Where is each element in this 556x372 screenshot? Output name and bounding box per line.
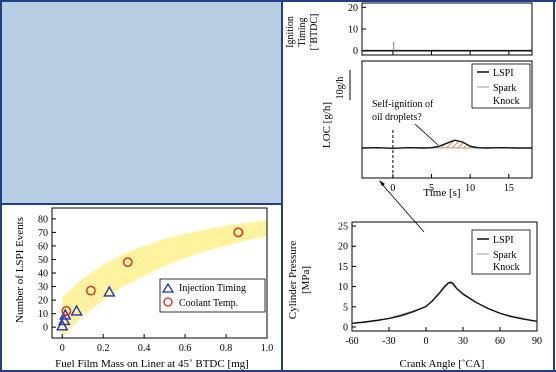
lspi-y-axis-label: Number of LSPI Events [14,217,26,323]
plot-frame [361,60,533,179]
trend-band [62,220,267,338]
y-tick-label: 0 [43,323,48,334]
injection-timing-point [58,313,71,326]
x-tick-label: -60 [345,336,358,347]
x-tick-label: 60 [495,336,505,347]
trend-band-shape [62,220,267,338]
plot-frame [361,2,533,56]
x-tick-label: 0.6 [179,343,192,354]
lspi-legend: Injection Timing Coolant Temp. [159,278,266,313]
circle-marker-icon [163,297,173,307]
y-tick-label: 60 [38,241,48,252]
annotation-line1: Self-ignition of [372,99,434,110]
spark-knock-line [351,282,538,324]
y-tick-label: 10 [38,309,48,320]
legend-spark-label-1: Spark [493,83,516,94]
x-tick-label: 90 [532,336,542,347]
loc-legend: LSPI Spark Knock [471,63,531,109]
x-tick-label: 30 [458,336,468,347]
cp-lines [351,281,538,325]
legend-box [159,278,266,313]
y-tick-label: 30 [38,282,48,293]
zoom-arrow-line [380,182,425,233]
annotation-leader [414,123,439,146]
x-tick-label: 0.4 [138,343,151,354]
coolant-temp-point [122,257,133,268]
legend-spark-label-1: Spark [493,250,516,261]
legend-box [471,229,531,275]
y-tick-label: 80 [38,214,48,225]
lspi-axes: 0 10 20 30 40 50 60 70 80 0 0.2 0.4 0.6 0.8 1.0 [38,207,274,354]
coolant-temp-point [86,285,96,296]
y-tick-label: 10 [338,282,348,293]
cp-legend: LSPI Spark Knock [471,229,531,275]
y-tick-label: 15 [338,262,348,273]
y-tick-label: 0 [343,322,348,333]
triangle-marker-icon [161,282,175,293]
hatch-fill [431,140,478,148]
x-tick-label: 0.8 [220,343,233,354]
x-tick-label: 5 [429,183,434,194]
lspi-line [351,281,538,325]
cp-axes: 0 5 10 15 20 25 -60 -30 0 30 60 90 [338,221,542,347]
x-tick-label: 1.0 [261,343,274,354]
x-tick-label: -30 [382,336,395,347]
zoom-arrow [379,180,425,233]
legend-injection-timing: Injection Timing [179,283,246,294]
scalebar-label: 10g/h [335,77,346,100]
ignition-y-label-line1: Ignition [285,16,296,48]
x-tick-label: 10 [465,183,475,194]
y-tick-label: 20 [348,3,358,14]
annotation-line2: oil droplets? [372,112,422,123]
loc-axes: 0 5 10 15 [361,60,533,194]
y-tick-label: 10 [348,25,358,36]
lspi-data-points [56,227,244,331]
blue-panel [0,0,282,204]
ignition-timing-chart: 0 10 20 Ignition Timing [˚BTDC] [285,2,533,57]
x-tick-label: 0 [390,183,395,194]
ignition-axes: 0 10 20 [348,2,533,57]
loc-scalebar: 10g/h [335,70,351,100]
x-tick-label: 0.2 [97,343,110,354]
plot-frame [351,221,538,332]
y-tick-label: 0 [353,46,358,57]
y-tick-label: 20 [338,242,348,253]
ignition-y-label-line3: [˚BTDC] [309,14,320,51]
loc-x-axis-label: Time [s] [423,187,460,199]
legend-spark-label-2: Knock [493,96,520,107]
loc-lines [361,139,533,150]
coolant-temp-point [233,227,244,238]
cp-y-label-line2: [MPa] [300,266,312,294]
ignition-y-label: Ignition Timing [˚BTDC] [285,14,320,51]
y-tick-label: 50 [38,255,48,266]
x-tick-label: 0 [60,343,65,354]
cp-y-label-line1: Cylinder Pressure [287,241,299,320]
loc-hatch-area [431,140,478,148]
y-tick-label: 70 [38,228,48,239]
legend-lspi-label: LSPI [493,68,514,79]
lspi-x-axis-label: Fuel Film Mass on Liner at 45˚ BTDC [mg] [55,358,249,370]
injection-timing-point [56,319,69,331]
injection-timing-point [103,285,116,297]
loc-chart: 0 5 10 15 10g/h LOC [g/h] Self-ignition of … [321,60,533,199]
loc-y-axis-label: LOC [g/h] [321,102,333,148]
legend-lspi-label: LSPI [493,235,514,246]
legend-spark-label-2: Knock [493,262,520,273]
y-tick-label: 25 [338,222,348,233]
coolant-temp-point [61,306,72,316]
x-tick-label: 15 [504,183,514,194]
y-tick-label: 40 [38,269,48,280]
x-tick-label: 0 [424,336,429,347]
y-tick-label: 5 [343,302,348,313]
y-tick-label: 20 [38,296,48,307]
arrowhead-icon [379,180,385,186]
injection-timing-point [70,304,83,316]
lspi-line [361,139,532,150]
cylinder-pressure-chart: 0 5 10 15 20 25 -60 -30 0 30 60 90 Cylinder Pressur… [287,221,542,370]
lspi-scatter-chart: 0 10 20 30 40 50 60 70 80 0 0.2 0.4 0.6 0.8 1.0 Inject… [14,207,274,370]
legend-coolant-temp: Coolant Temp. [179,298,238,309]
cp-x-axis-label: Crank Angle [˚CA] [400,358,485,370]
ignition-y-label-line2: Timing [297,17,308,46]
